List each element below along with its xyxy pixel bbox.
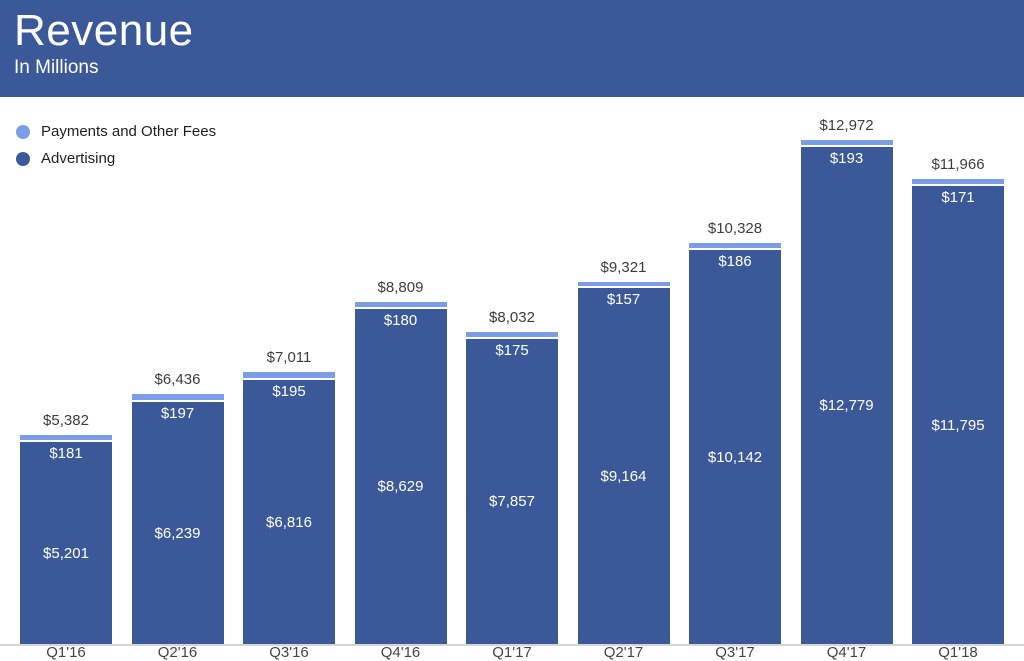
advertising-value-label: $8,629	[377, 478, 424, 495]
stacked-bar: $195 $6,816	[243, 372, 335, 644]
stacked-bar: $175 $7,857	[466, 332, 558, 644]
payments-segment	[354, 302, 447, 309]
stacked-bar: $157 $9,164	[577, 282, 670, 644]
bar-total-label: $12,972	[819, 117, 874, 134]
bar-total-label: $5,382	[43, 412, 89, 429]
stacked-bar: $186 $10,142	[689, 243, 781, 644]
page-subtitle: In Millions	[14, 57, 99, 79]
advertising-value-label: $6,816	[266, 513, 312, 531]
bar-total-label: $9,321	[600, 259, 647, 276]
page-title: Revenue	[14, 6, 194, 55]
legend: Payments and Other Fees Advertising	[16, 123, 216, 167]
stacked-bar: $171 $11,795	[912, 179, 1004, 644]
bar-group: $7,011 $195 $6,816	[237, 349, 341, 644]
x-axis-label: Q1'18	[938, 644, 978, 661]
bar-total-label: $6,436	[154, 371, 201, 388]
payments-value-label: $193	[829, 150, 864, 167]
chart-area: Payments and Other Fees Advertising $5,3…	[0, 97, 1024, 660]
advertising-segment: $171 $11,795	[912, 186, 1004, 644]
payments-segment	[577, 282, 670, 288]
payments-value-label: $195	[272, 383, 306, 400]
bar-total-label: $7,011	[266, 349, 312, 366]
x-axis-line	[0, 644, 1024, 646]
bar-group: $11,966 $171 $11,795	[906, 156, 1010, 644]
payments-value-label: $197	[160, 405, 195, 422]
stacked-bar: $181 $5,201	[20, 435, 112, 644]
payments-value-label: $180	[383, 312, 418, 329]
stacked-bar: $180 $8,629	[354, 302, 447, 644]
payments-segment	[20, 435, 112, 442]
advertising-value-label: $5,201	[43, 544, 89, 562]
advertising-value-label: $10,142	[707, 448, 763, 466]
advertising-value-label: $7,857	[489, 493, 535, 510]
x-axis-label: Q1'17	[492, 644, 532, 661]
advertising-segment: $193 $12,779	[800, 147, 893, 644]
header: Revenue In Millions	[0, 0, 1024, 97]
payments-segment	[243, 372, 335, 380]
payments-segment	[800, 140, 893, 147]
bar-group: $8,809 $180 $8,629	[349, 279, 453, 644]
x-axis-label: Q4'16	[380, 644, 421, 661]
x-axis-label: Q3'17	[715, 644, 755, 661]
bar-group: $5,382 $181 $5,201	[14, 412, 118, 644]
advertising-legend-dot-icon	[16, 151, 30, 166]
payments-value-label: $157	[606, 291, 641, 308]
payments-segment	[466, 332, 558, 339]
advertising-value-label: $9,164	[600, 467, 647, 485]
x-axis-label: Q4'17	[826, 644, 867, 661]
x-axis-label: Q2'17	[603, 644, 644, 661]
payments-value-label: $171	[941, 189, 975, 206]
bar-group: $12,972 $193 $12,779	[795, 117, 899, 644]
payments-segment	[131, 394, 224, 402]
stacked-bar: $197 $6,239	[131, 394, 224, 644]
legend-item-label: Payments and Other Fees	[41, 123, 217, 140]
advertising-segment: $157 $9,164	[577, 288, 670, 644]
x-axis: Q1'16 Q2'16 Q3'16 Q4'16 Q1'17 Q2'17 Q3'17 Q4'17…	[14, 645, 1010, 660]
payments-segment	[689, 243, 781, 250]
advertising-segment: $175 $7,857	[466, 339, 558, 644]
legend-item-label: Advertising	[41, 150, 116, 167]
payments-value-label: $175	[495, 342, 529, 359]
advertising-value-label: $6,239	[154, 524, 201, 542]
advertising-value-label: $12,779	[819, 397, 874, 414]
payments-segment	[912, 179, 1004, 186]
bar-total-label: $8,032	[489, 309, 535, 326]
bar-group: $9,321 $157 $9,164	[572, 259, 676, 644]
advertising-value-label: $11,795	[931, 416, 985, 434]
x-axis-label: Q1'16	[46, 644, 86, 661]
bar-group: $10,328 $186 $10,142	[683, 220, 787, 644]
bar-total-label: $10,328	[707, 220, 763, 237]
advertising-segment: $180 $8,629	[354, 309, 447, 644]
advertising-segment: $186 $10,142	[689, 250, 781, 644]
advertising-segment: $197 $6,239	[131, 402, 224, 644]
advertising-segment: $195 $6,816	[243, 380, 335, 644]
payments-legend-dot-icon	[16, 124, 30, 139]
payments-value-label: $186	[718, 253, 752, 270]
x-axis-label: Q2'16	[157, 644, 198, 661]
x-axis-label: Q3'16	[269, 644, 309, 661]
plot-area: $5,382 $181 $5,201 $6,436 $197 $6,239 $7,011 $1…	[14, 97, 1010, 644]
stacked-bar: $193 $12,779	[800, 140, 893, 644]
advertising-segment: $181 $5,201	[20, 442, 112, 644]
payments-value-label: $181	[49, 445, 83, 462]
bar-group: $8,032 $175 $7,857	[460, 309, 564, 644]
bar-total-label: $11,966	[931, 156, 985, 173]
bar-group: $6,436 $197 $6,239	[126, 371, 230, 644]
legend-item-payments: Payments and Other Fees	[16, 123, 216, 140]
bar-total-label: $8,809	[377, 279, 424, 296]
legend-item-advertising: Advertising	[16, 150, 216, 167]
